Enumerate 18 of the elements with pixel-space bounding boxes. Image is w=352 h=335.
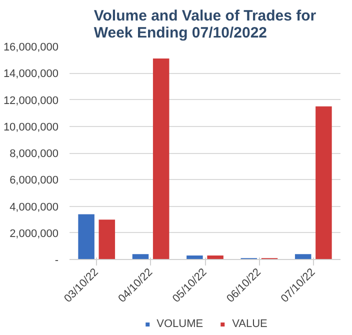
y-tick-label: 10,000,000 [3, 121, 59, 134]
y-tick-label: 16,000,000 [3, 42, 59, 54]
chart-title: Volume and Value of Trades for Week Ending 07/10/2022 [94, 8, 316, 42]
y-tick-label: 2,000,000 [10, 228, 58, 240]
bar [132, 254, 149, 260]
y-tick-label: 12,000,000 [3, 94, 59, 107]
y-tick-label: 4,000,000 [10, 201, 58, 214]
bar [98, 220, 116, 260]
bar [78, 214, 94, 260]
bar [316, 106, 332, 260]
bar [152, 58, 170, 260]
y-tick-label: 8,000,000 [10, 148, 58, 160]
legend-label: VALUE [232, 318, 268, 330]
y-tick-label: - [54, 254, 59, 266]
y-tick-label: 6,000,000 [10, 174, 58, 187]
bar [294, 254, 312, 260]
y-tick-label: 14,000,000 [3, 68, 59, 80]
legend-label: VOLUME [156, 318, 204, 330]
